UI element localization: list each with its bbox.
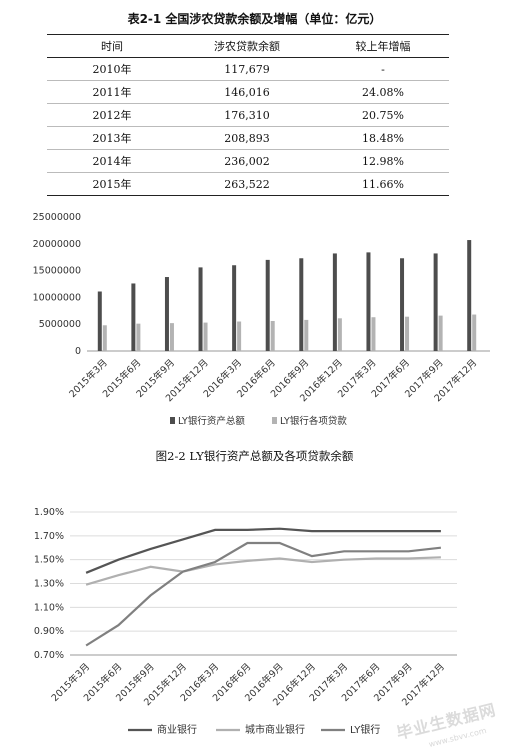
bar-loans: [371, 317, 376, 351]
table-header-cell: 时间: [47, 34, 177, 58]
legend-label: LY银行: [350, 723, 380, 736]
table-cell: 2014年: [47, 149, 177, 173]
legend-swatch: [272, 417, 277, 424]
bar-loans: [304, 319, 309, 351]
table-row: 2012年 176,310 20.75%: [47, 103, 449, 127]
table-cell: 146,016: [177, 80, 317, 104]
bar-loans: [472, 314, 477, 351]
y-tick-label: 1.50%: [34, 555, 64, 566]
bar-total-assets: [131, 283, 136, 351]
table-cell: 236,002: [177, 149, 317, 173]
y-tick-label: 1.90%: [34, 507, 64, 518]
bar-total-assets: [467, 240, 472, 351]
table-cell: 263,522: [177, 172, 317, 196]
bar-total-assets: [332, 253, 337, 351]
series-line: [85, 527, 441, 574]
bar-total-assets: [433, 253, 438, 351]
legend-label: LY银行资产总额: [178, 415, 245, 427]
legend-label: 城市商业银行: [245, 723, 305, 736]
series-line: [85, 541, 442, 647]
table-cell: 117,679: [177, 57, 317, 81]
y-tick-label: 5000000: [39, 319, 81, 330]
table-cell: 11.66%: [317, 172, 449, 196]
bar-loans: [237, 321, 242, 351]
bar-total-assets: [400, 258, 405, 351]
table-row: 2011年 146,016 24.08%: [47, 80, 449, 104]
table-header-cell: 涉农贷款余额: [177, 34, 317, 58]
bar-total-assets: [265, 259, 270, 351]
table-cell: 12.98%: [317, 149, 449, 173]
bar-loans: [102, 325, 107, 351]
bar-loans: [405, 316, 410, 351]
table-cell: -: [317, 57, 449, 81]
y-tick-label: 10000000: [33, 292, 81, 303]
bar-total-assets: [198, 267, 203, 351]
bar-loans: [169, 323, 174, 351]
table-cell: 24.08%: [317, 80, 449, 104]
table-cell: 208,893: [177, 126, 317, 150]
bar-total-assets: [164, 277, 169, 351]
bar-loans: [438, 315, 443, 351]
table-cell: 20.75%: [317, 103, 449, 127]
y-tick-label: 20000000: [33, 239, 81, 250]
bar-total-assets: [299, 258, 304, 351]
table-cell: 2013年: [47, 126, 177, 150]
table-cell: 2010年: [47, 57, 177, 81]
table-row: 2013年 208,893 18.48%: [47, 126, 449, 150]
table-cell: 2011年: [47, 80, 177, 104]
data-table: 时间 涉农贷款余额 较上年增幅 2010年 117,679-2011年 146,016 2…: [47, 34, 449, 196]
bar-loans: [136, 323, 141, 351]
series-line: [85, 556, 441, 586]
y-tick-label: 1.70%: [34, 531, 64, 542]
bar-loans: [270, 320, 275, 351]
bar-loans: [203, 322, 208, 351]
table-header-cell: 较上年增幅: [317, 34, 449, 58]
y-tick-label: 0.90%: [34, 626, 64, 637]
table-cell: 2015年: [47, 172, 177, 196]
y-tick-label: 0.70%: [34, 650, 64, 661]
bar-chart: 0 5000000 10000000 15000000 20000000 25000000…: [33, 212, 490, 427]
table-row: 2015年 263,522 11.66%: [47, 172, 449, 196]
bar-total-assets: [366, 252, 371, 351]
legend-label: LY银行各项贷款: [280, 415, 347, 427]
table-row: 2014年 236,002 12.98%: [47, 149, 449, 173]
table-title: 表2-1 全国涉农贷款余额及增幅（单位：亿元）: [127, 12, 382, 26]
legend-label: 商业银行: [157, 723, 197, 736]
table-cell: 176,310: [177, 103, 317, 127]
table-row: 2010年 117,679-: [47, 57, 449, 81]
y-tick-label: 25000000: [33, 212, 81, 223]
bar-total-assets: [232, 265, 237, 351]
y-tick-label: 1.30%: [34, 579, 64, 590]
bar-chart-caption: 图2-2 LY银行资产总额及各项贷款余额: [155, 449, 354, 463]
legend-swatch: [170, 417, 175, 424]
y-tick-label: 0: [75, 346, 81, 357]
table-header-row: 时间 涉农贷款余额 较上年增幅: [47, 34, 449, 58]
line-chart: 0.70%0.90%1.10%1.30%1.50%1.70%1.90%2015年…: [34, 507, 457, 736]
table-cell: 2012年: [47, 103, 177, 127]
table-cell: 18.48%: [317, 126, 449, 150]
y-tick-label: 15000000: [33, 266, 81, 277]
bar-total-assets: [97, 291, 102, 351]
y-tick-label: 1.10%: [34, 602, 64, 613]
bar-loans: [337, 318, 342, 351]
